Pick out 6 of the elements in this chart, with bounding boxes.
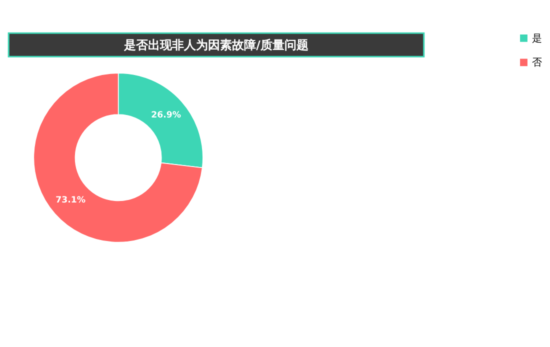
chart-title: 是否出现非人为因素故障/质量问题	[123, 38, 308, 52]
donut-slice	[33, 72, 203, 243]
data-label: 73.1%	[56, 195, 86, 206]
legend-label: 是	[532, 33, 542, 44]
data-label: 26.9%	[151, 110, 182, 121]
legend-label: 否	[532, 58, 542, 69]
